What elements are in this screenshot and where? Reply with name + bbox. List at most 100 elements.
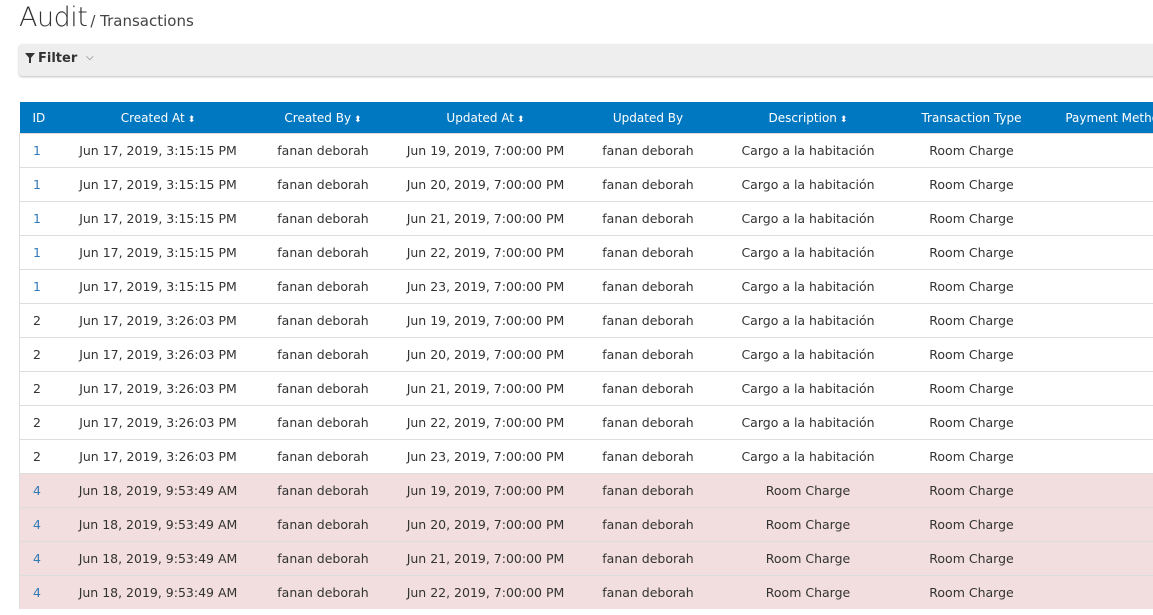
column-header-label: Updated By [612, 110, 684, 125]
cell-created-by: fanan deborah [245, 269, 401, 304]
cell-payment [1052, 235, 1153, 270]
table-row[interactable]: 2 Jun 17, 2019, 3:26:03 PM fanan deborah Ju… [19, 337, 1153, 372]
column-header-label: ID [32, 110, 46, 125]
column-header-created-at[interactable]: Created At ⬍ [70, 102, 246, 134]
column-header-label: Created By [284, 110, 352, 125]
table-header-row: ID Created At ⬍ Created By ⬍ Updated At ⬍ Updat… [19, 102, 1153, 134]
page-heading: Audit [19, 2, 88, 33]
cell-type: Room Charge [890, 507, 1053, 542]
cell-created-by: fanan deborah [245, 541, 401, 576]
cell-id[interactable]: 4 [19, 575, 71, 609]
column-header-label: Updated At [446, 110, 515, 125]
cell-id[interactable]: 1 [19, 269, 71, 304]
table-row[interactable]: 1 Jun 17, 2019, 3:15:15 PM fanan deborah Ju… [19, 269, 1153, 304]
cell-created-at: Jun 17, 2019, 3:26:03 PM [70, 371, 246, 406]
cell-type: Room Charge [890, 167, 1053, 202]
cell-created-by: fanan deborah [245, 507, 401, 542]
cell-description: Cargo a la habitación [725, 303, 891, 338]
cell-payment [1052, 405, 1153, 440]
cell-updated-at: Jun 23, 2019, 7:00:00 PM [400, 439, 571, 474]
cell-id[interactable]: 4 [19, 473, 71, 508]
cell-type: Room Charge [890, 575, 1053, 609]
column-header-description[interactable]: Description ⬍ [725, 102, 891, 134]
column-header-created-by[interactable]: Created By ⬍ [245, 102, 401, 134]
cell-updated-at: Jun 22, 2019, 7:00:00 PM [400, 405, 571, 440]
table-row[interactable]: 2 Jun 17, 2019, 3:26:03 PM fanan deborah Ju… [19, 439, 1153, 474]
filter-label: Filter [38, 51, 78, 66]
cell-id[interactable]: 4 [19, 541, 71, 576]
cell-description: Cargo a la habitación [725, 235, 891, 270]
cell-updated-at: Jun 22, 2019, 7:00:00 PM [400, 235, 571, 270]
cell-updated-at: Jun 19, 2019, 7:00:00 PM [400, 133, 571, 168]
cell-created-at: Jun 18, 2019, 9:53:49 AM [70, 507, 246, 542]
cell-type: Room Charge [890, 133, 1053, 168]
table-row[interactable]: 2 Jun 17, 2019, 3:26:03 PM fanan deborah Ju… [19, 303, 1153, 338]
cell-type: Room Charge [890, 405, 1053, 440]
column-header-label: Description [768, 110, 837, 125]
cell-created-by: fanan deborah [245, 575, 401, 609]
cell-type: Room Charge [890, 371, 1053, 406]
filter-toggle-button[interactable]: Filter [25, 51, 77, 66]
column-header-updated-at[interactable]: Updated At ⬍ [400, 102, 571, 134]
cell-payment [1052, 133, 1153, 168]
cell-created-by: fanan deborah [245, 167, 401, 202]
cell-updated-by: fanan deborah [570, 337, 726, 372]
cell-id[interactable]: 1 [19, 167, 71, 202]
cell-description: Cargo a la habitación [725, 337, 891, 372]
table-row[interactable]: 4 Jun 18, 2019, 9:53:49 AM fanan deborah Ju… [19, 473, 1153, 508]
cell-id[interactable]: 1 [19, 133, 71, 168]
cell-created-by: fanan deborah [245, 371, 401, 406]
table-row[interactable]: 4 Jun 18, 2019, 9:53:49 AM fanan deborah Ju… [19, 575, 1153, 609]
cell-payment [1052, 507, 1153, 542]
cell-updated-by: fanan deborah [570, 269, 726, 304]
cell-created-at: Jun 18, 2019, 9:53:49 AM [70, 473, 246, 508]
cell-payment [1052, 575, 1153, 609]
cell-payment [1052, 371, 1153, 406]
cell-created-at: Jun 18, 2019, 9:53:49 AM [70, 541, 246, 576]
page-title: Audit / Transactions [19, 2, 194, 33]
sort-icon[interactable]: ⬍ [839, 114, 848, 125]
cell-id[interactable]: 1 [19, 201, 71, 236]
sort-icon[interactable]: ⬍ [354, 114, 362, 125]
table-row[interactable]: 1 Jun 17, 2019, 3:15:15 PM fanan deborah Ju… [19, 133, 1153, 168]
table-row[interactable]: 1 Jun 17, 2019, 3:15:15 PM fanan deborah Ju… [19, 235, 1153, 270]
cell-created-at: Jun 17, 2019, 3:26:03 PM [70, 303, 246, 338]
table-row[interactable]: 1 Jun 17, 2019, 3:15:15 PM fanan deborah Ju… [19, 201, 1153, 236]
table-row[interactable]: 4 Jun 18, 2019, 9:53:49 AM fanan deborah Ju… [19, 507, 1153, 542]
cell-updated-by: fanan deborah [570, 133, 726, 168]
cell-id[interactable]: 1 [19, 235, 71, 270]
table-row[interactable]: 2 Jun 17, 2019, 3:26:03 PM fanan deborah Ju… [19, 371, 1153, 406]
cell-created-at: Jun 17, 2019, 3:15:15 PM [70, 269, 246, 304]
cell-type: Room Charge [890, 201, 1053, 236]
cell-updated-by: fanan deborah [570, 303, 726, 338]
cell-created-at: Jun 17, 2019, 3:15:15 PM [70, 201, 246, 236]
cell-updated-by: fanan deborah [570, 439, 726, 474]
cell-created-by: fanan deborah [245, 337, 401, 372]
column-header-id: ID [19, 102, 71, 134]
sort-icon[interactable]: ⬍ [517, 114, 525, 125]
cell-created-at: Jun 17, 2019, 3:26:03 PM [70, 337, 246, 372]
cell-description: Cargo a la habitación [725, 167, 891, 202]
cell-description: Room Charge [725, 473, 891, 508]
cell-id: 2 [19, 439, 71, 474]
sort-icon[interactable]: ⬍ [187, 114, 196, 125]
cell-payment [1052, 439, 1153, 474]
table-row[interactable]: 2 Jun 17, 2019, 3:26:03 PM fanan deborah Ju… [19, 405, 1153, 440]
cell-id: 2 [19, 371, 71, 406]
cell-payment [1052, 303, 1153, 338]
cell-updated-at: Jun 20, 2019, 7:00:00 PM [400, 507, 571, 542]
cell-updated-by: fanan deborah [570, 201, 726, 236]
cell-description: Cargo a la habitación [725, 201, 891, 236]
chevron-down-icon[interactable]: ⌵ [86, 52, 94, 63]
table-row[interactable]: 4 Jun 18, 2019, 9:53:49 AM fanan deborah Ju… [19, 541, 1153, 576]
table-row[interactable]: 1 Jun 17, 2019, 3:15:15 PM fanan deborah Ju… [19, 167, 1153, 202]
cell-created-at: Jun 17, 2019, 3:26:03 PM [70, 439, 246, 474]
cell-payment [1052, 541, 1153, 576]
column-header-label: Payment Method [1065, 110, 1153, 125]
cell-description: Cargo a la habitación [725, 439, 891, 474]
cell-updated-by: fanan deborah [570, 473, 726, 508]
cell-id[interactable]: 4 [19, 507, 71, 542]
cell-description: Room Charge [725, 575, 891, 609]
cell-created-by: fanan deborah [245, 201, 401, 236]
cell-updated-at: Jun 21, 2019, 7:00:00 PM [400, 371, 571, 406]
